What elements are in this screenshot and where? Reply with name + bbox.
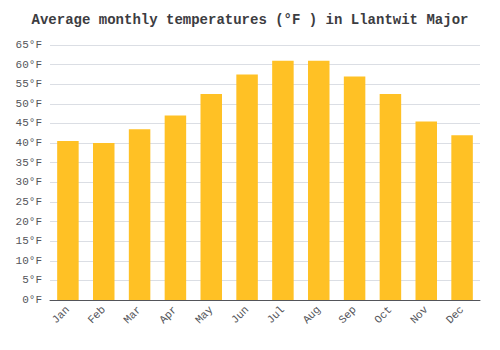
svg-text:65°F: 65°F [16, 39, 42, 51]
svg-text:Aug: Aug [301, 304, 323, 326]
svg-text:Oct: Oct [372, 304, 394, 326]
svg-text:Nov: Nov [408, 303, 431, 326]
svg-text:Jan: Jan [50, 304, 72, 326]
svg-text:Jul: Jul [265, 304, 287, 326]
svg-text:Feb: Feb [86, 304, 108, 326]
svg-text:Average monthly temperatures (: Average monthly temperatures (°F ) in Ll… [32, 12, 469, 28]
svg-text:55°F: 55°F [16, 78, 42, 90]
svg-text:5°F: 5°F [22, 274, 42, 286]
svg-text:60°F: 60°F [16, 59, 42, 71]
svg-text:20°F: 20°F [16, 216, 42, 228]
svg-text:Mar: Mar [121, 304, 143, 326]
svg-text:10°F: 10°F [16, 255, 42, 267]
svg-text:15°F: 15°F [16, 235, 42, 247]
svg-text:40°F: 40°F [16, 137, 42, 149]
svg-text:25°F: 25°F [16, 196, 42, 208]
svg-text:0°F: 0°F [22, 294, 42, 306]
svg-text:Apr: Apr [157, 304, 179, 326]
svg-text:50°F: 50°F [16, 98, 42, 110]
svg-text:35°F: 35°F [16, 157, 42, 169]
svg-text:Dec: Dec [444, 304, 466, 326]
svg-text:Sep: Sep [336, 304, 358, 326]
svg-text:45°F: 45°F [16, 117, 42, 129]
svg-text:30°F: 30°F [16, 176, 42, 188]
svg-text:May: May [193, 303, 216, 326]
svg-text:Jun: Jun [229, 304, 251, 326]
